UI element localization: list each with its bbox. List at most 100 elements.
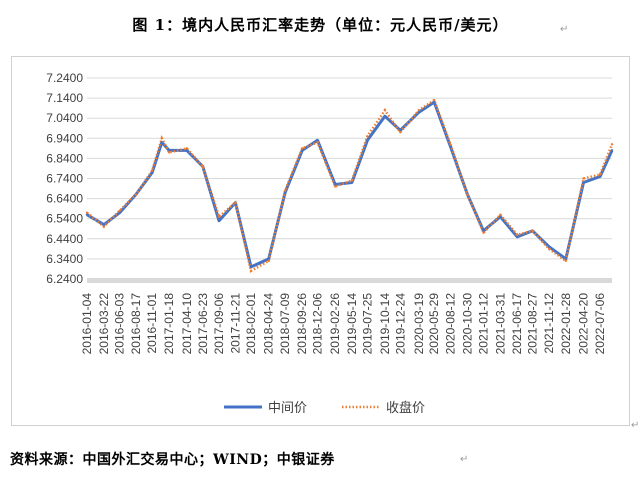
data-point-mid-rate (350, 181, 354, 184)
x-tick-label: 2017-06-23 (196, 293, 210, 355)
y-tick-label: 6.5400 (46, 212, 83, 226)
data-point-mid-rate (300, 149, 304, 152)
data-point-mid-rate (383, 114, 387, 118)
data-point-mid-rate (417, 110, 421, 114)
data-point-close-rate (366, 135, 369, 138)
x-tick-label: 2018-09-26 (295, 293, 309, 355)
x-tick-label: 2018-12-06 (311, 293, 325, 355)
x-tick-label: 2019-12-24 (393, 293, 407, 355)
figure-title: 图 1：境内人民币汇率走势（单位：元人民币/美元） (132, 16, 509, 34)
data-point-mid-rate (267, 257, 270, 261)
data-point-mid-rate (118, 211, 121, 214)
data-point-close-rate (350, 179, 354, 182)
x-tick-label: 2016-11-01 (145, 293, 159, 354)
data-point-mid-rate (249, 265, 253, 269)
data-point-close-rate (334, 185, 337, 188)
y-tick-label: 6.8400 (46, 151, 83, 165)
paragraph-mark: ↵ (560, 24, 569, 35)
data-point-close-rate (283, 189, 287, 192)
data-point-mid-rate (85, 213, 89, 216)
data-point-mid-rate (547, 245, 551, 249)
x-tick-label: 2018-07-09 (278, 293, 292, 355)
x-tick-label: 2022-01-28 (559, 293, 573, 355)
data-point-mid-rate (283, 191, 287, 194)
paragraph-mark: ↵ (460, 454, 469, 465)
data-point-mid-rate (515, 235, 519, 238)
data-point-mid-rate (432, 100, 436, 104)
source-note: 资料来源：中国外汇交易中心；WIND；中银证券 (10, 452, 335, 468)
y-tick-label: 6.2400 (46, 272, 83, 286)
plot-area (85, 98, 614, 273)
data-point-close-rate (466, 193, 469, 196)
data-point-close-rate (499, 213, 502, 216)
data-point-mid-rate (334, 183, 337, 186)
x-tick-label: 2017-11-21 (228, 293, 242, 354)
data-point-close-rate (515, 233, 519, 236)
legend: 中间价 收盘价 (224, 400, 425, 416)
x-tick-label: 2016-01-04 (80, 293, 94, 355)
y-tick-label: 6.4400 (46, 232, 83, 246)
data-point-mid-rate (102, 223, 106, 226)
data-point-close-rate (610, 143, 614, 146)
data-point-mid-rate (167, 149, 171, 152)
data-point-close-rate (316, 141, 319, 144)
data-point-close-rate (598, 173, 602, 176)
data-point-close-rate (151, 169, 154, 172)
x-tick-label: 2019-02-26 (328, 293, 342, 355)
data-point-mid-rate (598, 175, 602, 178)
x-tick-label: 2016-08-17 (129, 293, 143, 355)
x-tick-label: 2020-10-30 (460, 293, 474, 355)
legend-label-mid-rate: 中间价 (268, 401, 307, 416)
data-point-close-rate (399, 131, 402, 134)
data-point-mid-rate (399, 129, 402, 132)
data-point-close-rate (417, 108, 421, 112)
x-tick-label: 2016-06-03 (113, 293, 127, 355)
y-tick-label: 6.9400 (46, 131, 83, 145)
y-tick-label: 7.2400 (46, 71, 83, 85)
data-point-close-rate (547, 247, 551, 251)
data-point-close-rate (582, 177, 585, 180)
data-point-mid-rate (449, 145, 452, 148)
x-tick-label: 2017-09-06 (212, 293, 226, 355)
x-tick-label: 2020-03-19 (412, 293, 426, 355)
data-point-mid-rate (316, 139, 319, 142)
data-point-close-rate (160, 137, 163, 140)
exchange-rate-chart: 7.2400 7.1400 7.0400 6.9400 6.8400 6.7400 6.64… (46, 71, 614, 416)
data-point-close-rate (118, 209, 121, 212)
data-point-close-rate (482, 231, 485, 234)
x-tick-label: 2022-04-20 (576, 293, 590, 355)
series-line-close-rate (86, 98, 614, 273)
x-tick-label: 2022-07-06 (593, 293, 607, 355)
data-point-close-rate (249, 269, 253, 273)
x-tick-label: 2018-04-24 (262, 293, 276, 355)
data-point-close-rate (432, 98, 436, 102)
data-point-mid-rate (610, 149, 614, 152)
data-point-close-rate (85, 211, 89, 214)
x-tick-label: 2021-03-31 (493, 293, 507, 355)
data-point-mid-rate (366, 139, 369, 142)
x-tick-label: 2017-01-18 (162, 293, 176, 355)
data-point-mid-rate (151, 171, 154, 174)
data-point-close-rate (564, 259, 567, 263)
x-tick-label: 2021-01-12 (476, 293, 490, 355)
x-tick-label: 2021-11-12 (542, 293, 556, 354)
data-point-close-rate (102, 225, 106, 228)
y-tick-label: 6.7400 (46, 172, 83, 186)
data-point-mid-rate (499, 215, 502, 218)
data-point-close-rate (234, 201, 237, 204)
x-tick-label: 2019-10-14 (378, 293, 392, 355)
x-tick-label: 2016-03-22 (97, 293, 111, 355)
y-tick-label: 7.0400 (46, 111, 83, 125)
data-point-close-rate (267, 259, 270, 263)
x-tick-label: 2019-07-25 (360, 293, 374, 355)
x-axis: 2016-01-04 2016-03-22 2016-06-03 2016-08-17… (80, 293, 607, 355)
data-point-mid-rate (160, 141, 163, 144)
x-tick-label: 2021-06-17 (510, 293, 524, 355)
data-point-mid-rate (582, 181, 585, 184)
y-axis: 7.2400 7.1400 7.0400 6.9400 6.8400 6.7400 6.64… (46, 71, 83, 286)
data-point-close-rate (134, 193, 138, 196)
data-point-close-rate (383, 108, 387, 112)
data-point-close-rate (201, 165, 205, 168)
x-axis-line (87, 278, 612, 283)
x-tick-label: 2019-05-14 (345, 293, 359, 355)
